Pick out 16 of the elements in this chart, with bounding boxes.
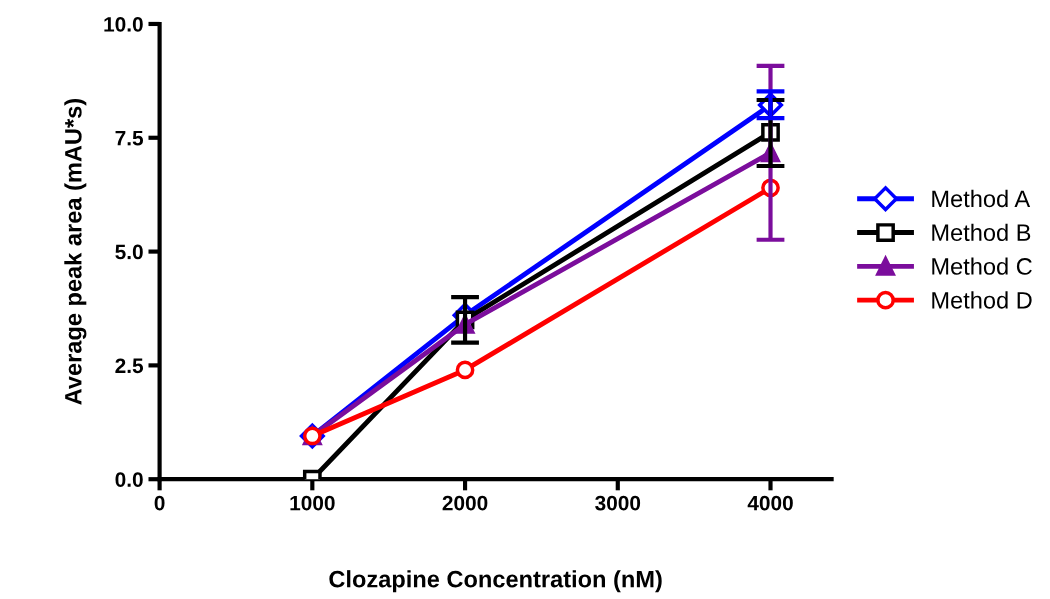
y-tick-label: 10.0: [104, 16, 143, 32]
legend-label: Method D: [932, 291, 1032, 309]
x-tick-label: 0: [154, 495, 165, 511]
y-tick-label: 0.0: [115, 472, 143, 487]
y-tick-label: 7.5: [115, 130, 144, 146]
x-tick-label: 4000: [747, 495, 793, 511]
x-tick-label: 3000: [595, 495, 641, 511]
x-tick-label: 2000: [442, 495, 488, 511]
y-tick-label: 2.5: [115, 358, 144, 374]
legend-label: Method B: [932, 223, 1031, 242]
x-axis-title: Clozapine Concentration (nM): [329, 570, 662, 593]
y-tick-label: 5.0: [115, 244, 143, 260]
x-tick-label: 1000: [290, 495, 335, 511]
y-axis-title: Average peak area (mAU*s): [64, 98, 87, 405]
legend-label: Method C: [932, 257, 1032, 275]
legend-label: Method A: [932, 189, 1031, 208]
